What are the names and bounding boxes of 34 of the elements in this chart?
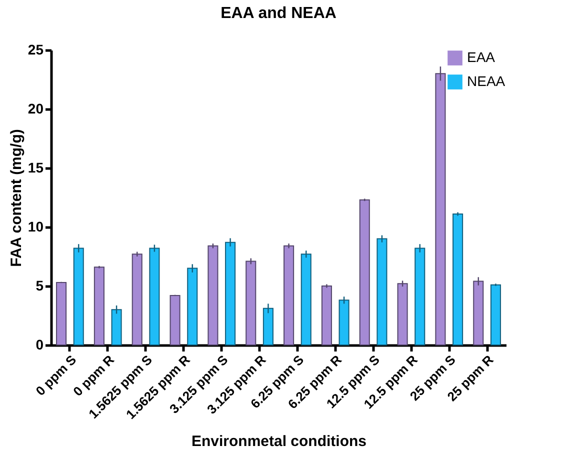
bar [376,238,388,346]
bar [56,282,67,346]
bar [208,245,218,346]
bar [94,266,104,346]
y-tick-label: 20 [28,100,44,116]
y-tick-label: 25 [28,42,44,58]
bar [397,283,408,346]
legend-label: NEAA [467,73,506,89]
bar [132,254,142,346]
bar [187,268,198,346]
bar [321,286,332,346]
bar [473,280,484,346]
y-tick-label: 0 [36,336,44,352]
y-tick-label: 5 [36,278,44,294]
bar [490,284,501,346]
bar [111,309,122,346]
x-axis-title: Environmetal conditions [191,432,367,450]
bar [225,242,236,346]
bar [300,254,312,346]
bar [284,245,294,346]
bar [149,248,160,346]
legend-label: EAA [467,49,496,65]
y-tick-label: 10 [28,218,44,234]
bar [359,199,370,346]
bar [262,308,274,346]
y-tick-label: 15 [28,160,44,176]
bar [452,214,464,346]
bar [246,260,256,346]
bar [338,300,350,346]
bar [414,248,426,346]
bar [73,248,84,346]
chart-title: EAA and NEAA [220,5,337,22]
bar [170,294,180,346]
y-axis-title: FAA content (mg/g) [8,129,25,267]
